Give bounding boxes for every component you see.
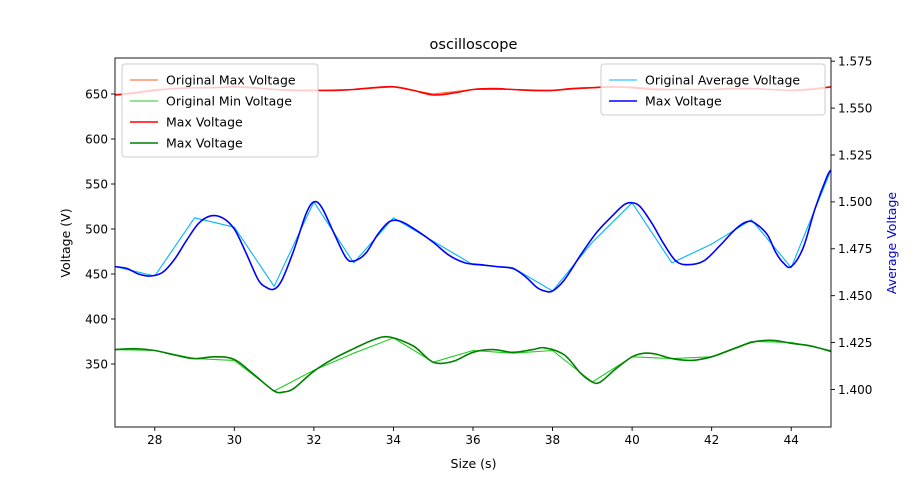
x-tick-label: 30	[227, 433, 242, 447]
legend-label: Max Voltage	[166, 115, 243, 130]
axes: 28 30 32 34 36 38 40 42 44 350 400 450 500 550 600 650 1…	[85, 54, 872, 447]
y-left-tick-label: 350	[85, 357, 108, 371]
y-left-tick-label: 400	[85, 312, 108, 326]
x-tick-label: 28	[147, 433, 162, 447]
y-left-tick-label: 600	[85, 132, 108, 146]
y-axis-label-right: Average Voltage	[884, 192, 899, 295]
series-line-min	[115, 335, 831, 394]
y-left-tick-label: 650	[85, 87, 108, 101]
x-tick-label: 34	[386, 433, 401, 447]
y-left-tick-label: 550	[85, 177, 108, 191]
y-right-tick-label: 1.550	[838, 101, 872, 115]
x-tick-label: 38	[545, 433, 560, 447]
y-right-tick-label: 1.425	[838, 336, 872, 350]
x-tick-label: 40	[624, 433, 639, 447]
y-left-tick-label: 500	[85, 222, 108, 236]
y-right-tick-label: 1.450	[838, 289, 872, 303]
y-right-tick-label: 1.475	[838, 242, 872, 256]
legend-left: Original Max Voltage Original Min Voltage…	[121, 63, 319, 158]
y-right-tick-label: 1.400	[838, 383, 872, 397]
legend-box	[600, 63, 826, 116]
y-left-tick-label: 450	[85, 267, 108, 281]
y-right-tick-label: 1.575	[838, 54, 872, 68]
legend-label: Max Voltage	[645, 94, 722, 109]
chart-title: oscilloscope	[430, 37, 518, 53]
x-tick-label: 36	[465, 433, 480, 447]
x-tick-label: 42	[704, 433, 719, 447]
legend-label: Original Max Voltage	[166, 73, 296, 88]
legend-right: Original Average Voltage Max Voltage	[600, 63, 826, 116]
x-tick-label: 32	[306, 433, 321, 447]
x-axis-label: Size (s)	[451, 456, 497, 471]
legend-label: Original Average Voltage	[645, 73, 800, 88]
legend-label: Original Min Voltage	[166, 94, 292, 109]
legend-box	[121, 63, 319, 158]
legend-label: Max Voltage	[166, 136, 243, 151]
y-right-tick-label: 1.525	[838, 148, 872, 162]
x-tick-label: 44	[784, 433, 799, 447]
y-axis-label-left: Voltage (V)	[58, 208, 73, 277]
y-right-tick-label: 1.500	[838, 195, 872, 209]
series-line-avg	[115, 169, 831, 293]
